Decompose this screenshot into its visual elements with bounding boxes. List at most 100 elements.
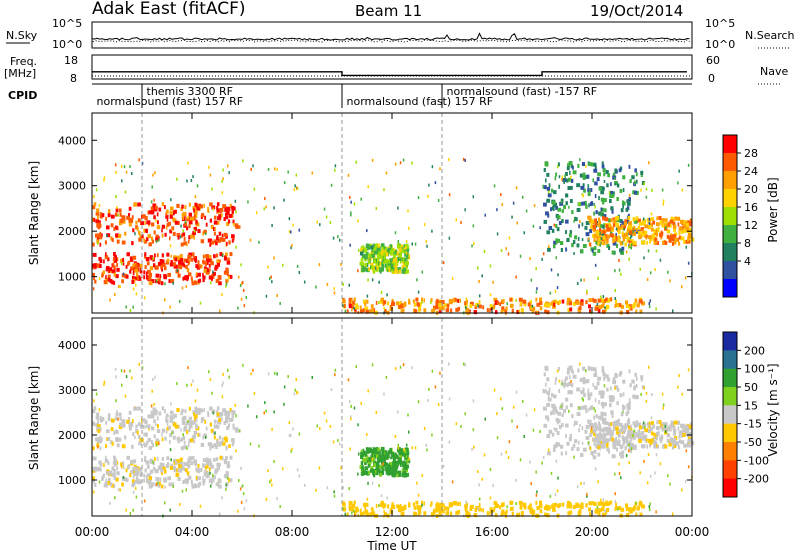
nsky-label: N.Sky: [6, 29, 38, 42]
velocity-sparse-echo: [542, 455, 545, 459]
power-scatter-cell: [180, 262, 185, 267]
velocity-sparse-echo: [460, 424, 462, 428]
velocity-sparse-echo: [477, 507, 479, 511]
velocity-sparse-echo: [649, 502, 652, 506]
power-scatter-cell: [384, 309, 387, 314]
power-scatter-cell: [539, 301, 543, 306]
velocity-sparse-echo: [357, 513, 360, 517]
velocity-scatter-cell: [547, 397, 552, 402]
power-scatter-cell: [107, 277, 111, 282]
velocity-scatter-cell: [208, 478, 211, 483]
velocity-sparse-echo: [625, 454, 628, 458]
power-scatter-cell: [155, 234, 159, 239]
power-sparse-echo: [349, 195, 351, 199]
power-scatter-cell: [112, 257, 115, 262]
power-scatter-cell: [559, 201, 564, 206]
velocity-sparse-echo: [330, 388, 333, 392]
velocity-sparse-echo: [186, 446, 188, 450]
velocity-scatter-cell: [364, 452, 367, 457]
power-scatter-cell: [547, 193, 552, 198]
velocity-scatter-cell: [113, 458, 118, 463]
power-sparse-echo: [460, 220, 462, 224]
velocity-scatter-cell: [134, 472, 139, 477]
velocity-sparse-echo: [326, 486, 329, 490]
velocity-scatter-cell: [640, 430, 645, 435]
power-scatter-cell: [621, 224, 624, 229]
velocity-scatter-cell: [561, 413, 564, 418]
velocity-scatter-cell: [446, 506, 450, 511]
velocity-scatter-cell: [623, 428, 626, 433]
velocity-scatter-cell: [459, 501, 461, 506]
power-scatter-cell: [107, 274, 111, 279]
power-scatter-cell: [567, 186, 571, 191]
velocity-scatter-cell: [546, 377, 550, 382]
velocity-scatter-cell: [195, 407, 200, 412]
power-sparse-echo: [342, 304, 344, 308]
velocity-sparse-echo: [593, 406, 595, 410]
velocity-scatter-cell: [225, 419, 229, 424]
velocity-scatter-cell: [379, 464, 382, 469]
power-scatter-cell: [109, 278, 113, 283]
power-scatter-cell: [177, 235, 180, 240]
velocity-sparse-echo: [493, 388, 496, 392]
velocity-scatter-cell: [602, 428, 605, 433]
power-scatter-cell: [682, 224, 686, 229]
power-scatter-cell: [672, 224, 677, 229]
power-scatter-cell: [624, 219, 628, 224]
velocity-scatter-cell: [92, 476, 95, 481]
velocity-sparse-echo: [342, 507, 344, 511]
power-sparse-echo: [225, 280, 227, 284]
velocity-scatter-cell: [601, 416, 604, 421]
velocity-scatter-cell: [121, 419, 126, 424]
power-scatter-cell: [632, 227, 635, 232]
velocity-scatter-cell: [149, 458, 153, 463]
power-scatter-cell: [474, 304, 478, 309]
power-scatter-cell: [566, 166, 570, 171]
power-scatter-cell: [597, 298, 601, 303]
power-scatter-cell: [222, 204, 227, 209]
velocity-scatter-cell: [144, 455, 147, 460]
colorbar-tick-label: -50: [744, 436, 762, 449]
power-sparse-echo: [211, 187, 213, 191]
power-scatter-cell: [179, 253, 183, 258]
power-scatter-cell: [192, 206, 197, 211]
power-scatter-cell: [96, 222, 100, 227]
power-scatter-cell: [530, 305, 533, 310]
power-sparse-echo: [134, 232, 136, 236]
power-scatter-cell: [179, 265, 183, 270]
power-scatter-cell: [616, 196, 619, 201]
velocity-scatter-cell: [455, 510, 459, 515]
velocity-scatter-cell: [207, 412, 210, 417]
velocity-scatter-cell: [121, 482, 124, 487]
power-sparse-echo: [599, 243, 601, 247]
power-sparse-echo: [639, 267, 641, 271]
power-scatter-cell: [612, 172, 615, 177]
power-scatter-cell: [438, 299, 442, 304]
power-sparse-echo: [647, 249, 650, 253]
velocity-scatter-cell: [176, 459, 180, 464]
power-scatter-cell: [186, 267, 190, 272]
velocity-scatter-cell: [209, 422, 213, 427]
velocity-scatter-cell: [559, 444, 564, 449]
velocity-scatter-cell: [162, 466, 166, 471]
velocity-sparse-echo: [554, 493, 557, 497]
velocity-scatter-cell: [612, 423, 617, 428]
power-sparse-echo: [154, 171, 156, 175]
power-scatter-cell: [620, 249, 623, 254]
power-scatter-cell: [374, 243, 378, 248]
power-scatter-cell: [569, 199, 573, 204]
power-scatter-cell: [359, 305, 362, 310]
power-scatter-cell: [213, 254, 216, 259]
power-scatter-cell: [612, 222, 616, 227]
velocity-scatter-cell: [202, 476, 204, 481]
velocity-sparse-echo: [473, 445, 475, 449]
beam-label: Beam 11: [355, 2, 422, 20]
velocity-sparse-echo: [228, 477, 230, 481]
power-sparse-echo: [648, 217, 651, 221]
power-scatter-cell: [160, 264, 164, 269]
velocity-scatter-cell: [558, 388, 561, 393]
power-scatter-cell: [438, 309, 442, 314]
range-tick-label: 3000: [58, 180, 86, 193]
velocity-scatter-cell: [683, 443, 686, 448]
